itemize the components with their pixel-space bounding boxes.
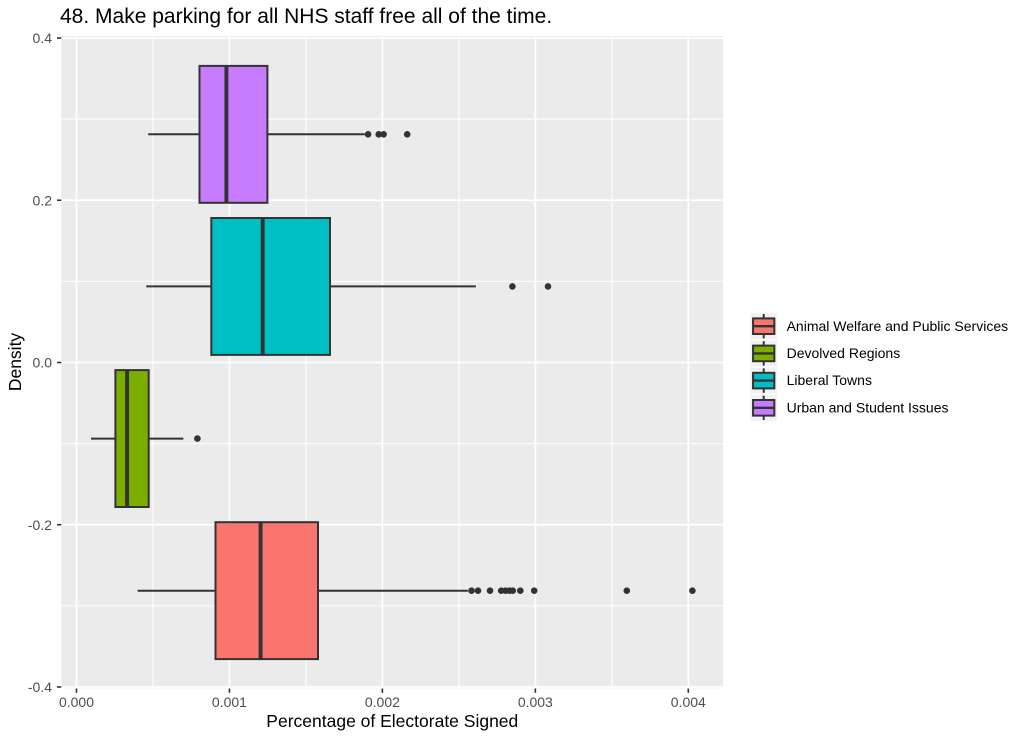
svg-text:0.003: 0.003 [518, 694, 553, 710]
svg-text:0.004: 0.004 [671, 694, 706, 710]
svg-text:Devolved Regions: Devolved Regions [787, 345, 901, 361]
svg-text:-0.2: -0.2 [28, 517, 52, 533]
svg-text:Liberal Towns: Liberal Towns [787, 372, 872, 388]
svg-text:-0.4: -0.4 [28, 679, 52, 695]
svg-text:Density: Density [5, 333, 25, 392]
svg-text:0.002: 0.002 [365, 694, 400, 710]
svg-text:0.0: 0.0 [33, 355, 53, 371]
svg-text:0.2: 0.2 [33, 192, 53, 208]
svg-text:0.001: 0.001 [212, 694, 247, 710]
svg-text:Animal Welfare and Public Serv: Animal Welfare and Public Services [787, 318, 1009, 334]
svg-text:Urban and Student Issues: Urban and Student Issues [787, 399, 949, 415]
svg-text:0.4: 0.4 [33, 30, 53, 46]
svg-text:0.000: 0.000 [59, 694, 94, 710]
svg-text:Percentage of Electorate Signe: Percentage of Electorate Signed [266, 711, 518, 731]
svg-text:48. Make parking for all NHS s: 48. Make parking for all NHS staff free … [60, 5, 552, 28]
